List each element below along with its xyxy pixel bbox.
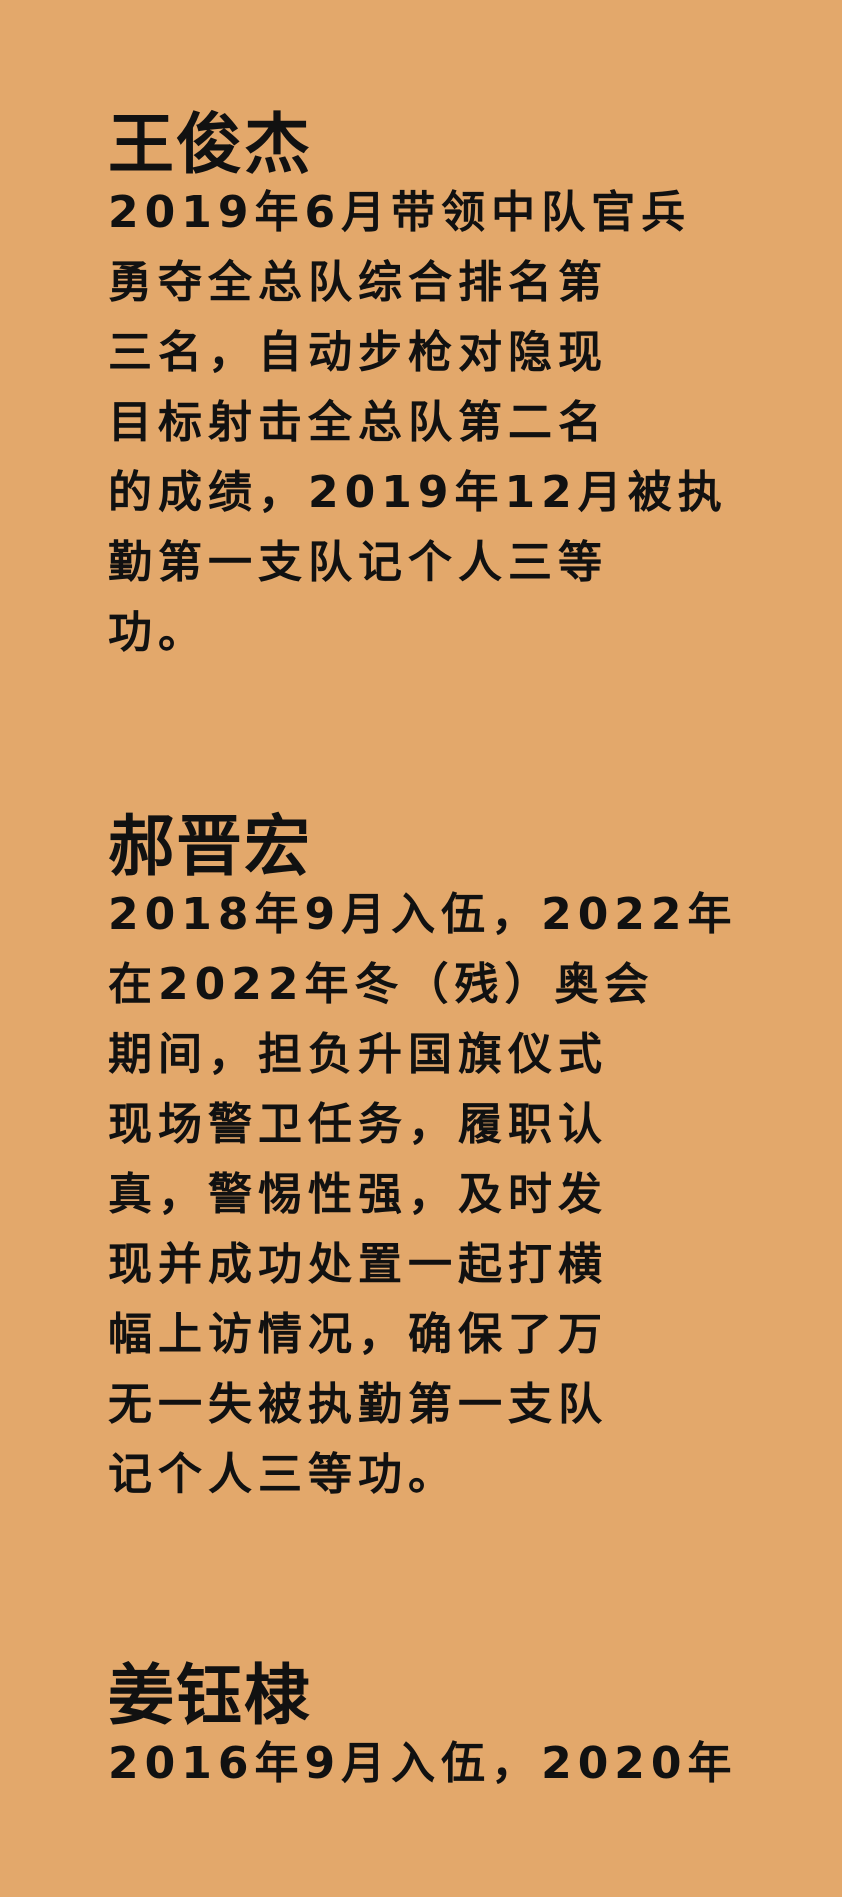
description-line: 记个人三等功。 [108, 1449, 458, 1500]
description-line: 2019年6月带领中队官兵 [108, 187, 692, 238]
description-line: 在2022年冬（残）奥会 [108, 959, 655, 1010]
description-line: 三名，自动步枪对隐现 [108, 327, 608, 378]
description-line: 2018年9月入伍，2022年 [108, 889, 738, 940]
description-line: 目标射击全总队第二名 [108, 397, 608, 448]
person-description: 2018年9月入伍，2022年 在2022年冬（残）奥会 期间，担负升国旗仪式 … [108, 880, 768, 1510]
entry-wang-junjie: 王俊杰 2019年6月带领中队官兵 勇夺全总队综合排名第 三名，自动步枪对隐现 … [108, 104, 768, 668]
description-line: 功。 [108, 607, 208, 658]
description-line: 真，警惕性强，及时发 [108, 1169, 608, 1220]
description-line: 勇夺全总队综合排名第 [108, 257, 608, 308]
person-description: 2019年6月带领中队官兵 勇夺全总队综合排名第 三名，自动步枪对隐现 目标射击… [108, 178, 768, 668]
person-name: 王俊杰 [108, 105, 312, 183]
description-line: 期间，担负升国旗仪式 [108, 1029, 608, 1080]
description-line: 现并成功处置一起打横 [108, 1239, 608, 1290]
description-line: 2016年9月入伍，2020年 [108, 1738, 738, 1789]
person-name: 姜钰棣 [108, 1656, 312, 1734]
description-line: 的成绩，2019年12月被执 [108, 467, 728, 518]
person-description: 2016年9月入伍，2020年 [108, 1729, 768, 1799]
description-line: 无一失被执勤第一支队 [108, 1379, 608, 1430]
entry-hao-jinhong: 郝晋宏 2018年9月入伍，2022年 在2022年冬（残）奥会 期间，担负升国… [108, 806, 768, 1510]
description-line: 幅上访情况，确保了万 [108, 1309, 608, 1360]
description-line: 现场警卫任务，履职认 [108, 1099, 608, 1150]
person-name: 郝晋宏 [108, 807, 312, 885]
entry-jiang-yudi: 姜钰棣 2016年9月入伍，2020年 [108, 1655, 768, 1799]
description-line: 勤第一支队记个人三等 [108, 537, 608, 588]
